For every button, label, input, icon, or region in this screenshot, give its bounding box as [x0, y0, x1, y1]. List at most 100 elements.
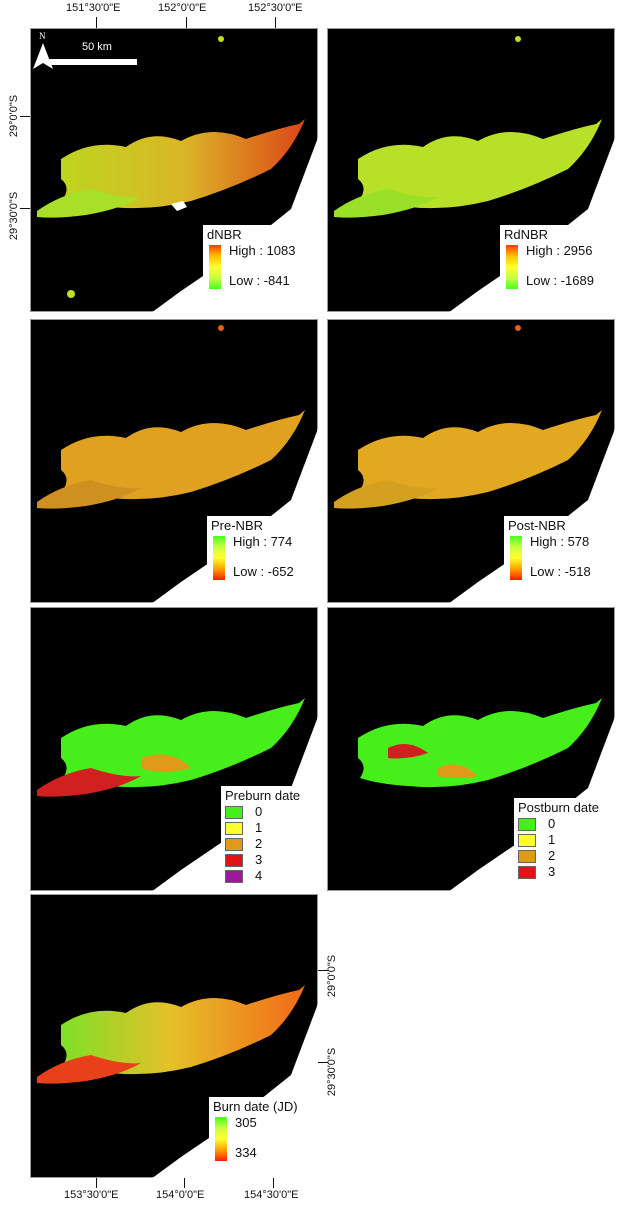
legend-title: Post-NBR [508, 518, 566, 533]
class-label: 0 [548, 816, 556, 831]
legend-high: High : 578 [530, 534, 590, 549]
class-label: 4 [255, 868, 263, 883]
legend-class-2: 2 [518, 848, 614, 864]
north-letter: N [39, 31, 46, 41]
burn-patch [388, 744, 428, 759]
legend-class-2: 2 [225, 836, 315, 852]
color-ramp [510, 536, 522, 580]
legend-class-4: 4 [225, 868, 315, 884]
burn-area [61, 698, 305, 788]
bottom-lon-label-3: 154°30'0"E [244, 1189, 299, 1201]
legend-high: 305 [235, 1115, 257, 1130]
top-lon-label-1: 151°30'0"E [66, 2, 121, 14]
burn-area [61, 410, 305, 500]
map-panel-rdnbr: RdNBR High : 2956 Low : -1689 [327, 28, 616, 313]
color-ramp [215, 1117, 227, 1161]
legend-title: RdNBR [504, 227, 549, 242]
right-tick-1 [318, 970, 328, 971]
white-patches [171, 201, 187, 211]
right-lat-label-2: 29°30'0"S [326, 1047, 338, 1097]
burn-area [358, 698, 602, 788]
north-arrow-icon: N [33, 31, 53, 69]
left-tick-2 [20, 208, 30, 209]
map-panel-preburn: Preburn date 0 1 2 3 4 [30, 607, 319, 892]
map-panel-burndate: Burn date (JD) 305 334 [30, 894, 321, 1179]
burn-strip [37, 480, 141, 509]
burn-speck [218, 325, 224, 331]
burn-area [358, 119, 602, 209]
legend-postnbr: Post-NBR High : 578 Low : -518 [504, 516, 612, 584]
legend-low: 334 [235, 1145, 257, 1160]
burn-strip [37, 1055, 141, 1084]
burn-strip [334, 189, 438, 218]
legend-prenbr: Pre-NBR High : 774 Low : -652 [207, 516, 315, 584]
bottom-lon-label-2: 154°0'0"E [156, 1189, 205, 1201]
top-lon-label-3: 152°30'0"E [248, 2, 303, 14]
legend-low: Low : -518 [530, 564, 591, 579]
top-tick-2 [186, 17, 187, 29]
color-ramp [209, 245, 221, 289]
burn-patch [141, 754, 191, 772]
bottom-tick-3 [273, 1178, 274, 1188]
bottom-lon-label-1: 153°30'0"E [64, 1189, 119, 1201]
scale-label: 50 km [82, 41, 112, 53]
map-panel-postburn: Postburn date 0 1 2 3 [327, 607, 618, 892]
legend-class-3: 3 [225, 852, 315, 868]
burn-patch [438, 764, 478, 778]
legend-class-0: 0 [518, 816, 614, 832]
legend-title: Burn date (JD) [213, 1099, 298, 1114]
legend-class-3: 3 [518, 864, 614, 880]
left-lat-label-2: 29°30'0"S [8, 191, 20, 241]
burn-strip [37, 768, 141, 797]
legend-class-0: 0 [225, 804, 315, 820]
burn-strip [334, 480, 438, 509]
bottom-tick-2 [184, 1178, 185, 1188]
legend-class-1: 1 [518, 832, 614, 848]
legend-title: Pre-NBR [211, 518, 264, 533]
legend-preburn: Preburn date 0 1 2 3 4 [221, 786, 319, 886]
burn-area [61, 985, 305, 1075]
top-lon-label-2: 152°0'0"E [158, 2, 207, 14]
legend-postburn: Postburn date 0 1 2 3 [514, 798, 618, 882]
color-ramp [213, 536, 225, 580]
burn-strip [37, 189, 141, 218]
legend-dnbr: dNBR High : 1083 Low : -841 [203, 225, 313, 293]
map-panel-dnbr: 50 km N dNBR High : 1083 Low : -841 [30, 28, 319, 313]
class-label: 1 [255, 820, 263, 835]
color-ramp [506, 245, 518, 289]
burn-area [61, 119, 305, 209]
legend-burndate: Burn date (JD) 305 334 [209, 1097, 321, 1165]
legend-title: dNBR [207, 227, 242, 242]
legend-low: Low : -652 [233, 564, 294, 579]
burn-speck [67, 290, 75, 298]
left-tick-1 [20, 116, 30, 117]
class-label: 3 [255, 852, 263, 867]
burn-speck [515, 36, 521, 42]
legend-title: Preburn date [225, 788, 301, 803]
legend-high: High : 1083 [229, 243, 296, 258]
bottom-tick-1 [96, 1178, 97, 1188]
legend-high: High : 2956 [526, 243, 593, 258]
map-panel-prenbr: Pre-NBR High : 774 Low : -652 [30, 319, 319, 604]
top-tick-3 [275, 17, 276, 29]
legend-low: Low : -841 [229, 273, 290, 288]
left-lat-label-1: 29°0'0"S [8, 94, 20, 138]
class-label: 2 [548, 848, 556, 863]
class-label: 3 [548, 864, 556, 879]
burn-area [358, 410, 602, 500]
right-lat-label-1: 29°0'0"S [326, 954, 338, 998]
burn-speck [515, 325, 521, 331]
map-panel-postnbr: Post-NBR High : 578 Low : -518 [327, 319, 616, 604]
legend-low: Low : -1689 [526, 273, 594, 288]
burn-speck [218, 36, 224, 42]
legend-class-1: 1 [225, 820, 315, 836]
scale-bar-line [47, 59, 137, 65]
legend-high: High : 774 [233, 534, 293, 549]
class-label: 0 [255, 804, 263, 819]
top-tick-1 [96, 17, 97, 29]
class-label: 1 [548, 832, 556, 847]
right-tick-2 [318, 1062, 328, 1063]
class-label: 2 [255, 836, 263, 851]
legend-rdnbr: RdNBR High : 2956 Low : -1689 [500, 225, 612, 293]
legend-title: Postburn date [518, 800, 599, 815]
